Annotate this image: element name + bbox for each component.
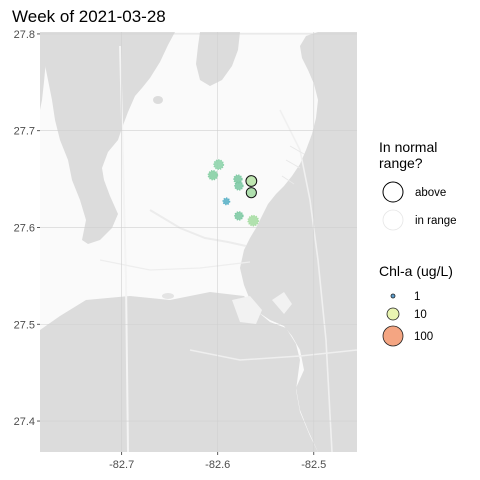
x-tick-label: -82.6 bbox=[205, 459, 230, 471]
map-bridge bbox=[149, 209, 247, 247]
legend-size-key bbox=[382, 325, 404, 347]
legend-range-label: in range bbox=[415, 215, 457, 227]
point-in-range bbox=[222, 197, 231, 206]
legend-size-label: 100 bbox=[414, 331, 433, 343]
x-tick-label: -82.5 bbox=[301, 459, 326, 471]
y-tick-label: 27.4 bbox=[14, 416, 35, 428]
grid bbox=[40, 32, 357, 452]
map-inlet bbox=[232, 296, 262, 324]
map-hatch bbox=[281, 145, 305, 185]
map-barrier-island bbox=[40, 32, 48, 110]
y-tick-label: 27.5 bbox=[14, 319, 35, 331]
y-tick-label: 27.6 bbox=[14, 222, 35, 234]
map-panel bbox=[40, 32, 358, 453]
map-land-south bbox=[40, 292, 318, 452]
map-road bbox=[99, 259, 251, 271]
map-land-pinellas bbox=[40, 32, 175, 244]
legend-size-title: Chl-a (ug/L) bbox=[379, 263, 453, 279]
map-inlet bbox=[272, 292, 292, 314]
point-in-range bbox=[207, 169, 219, 181]
legend-size-key bbox=[386, 307, 400, 321]
point-above bbox=[245, 187, 257, 199]
map-island bbox=[162, 293, 174, 299]
x-tick-label: -82.7 bbox=[109, 459, 134, 471]
y-tick-label: 27.8 bbox=[14, 29, 35, 41]
point-in-range bbox=[234, 181, 244, 191]
chart-title: Week of 2021-03-28 bbox=[12, 7, 166, 26]
point-in-range bbox=[213, 159, 225, 171]
legend-range-title: In normal bbox=[379, 139, 437, 155]
legend-range-title: range? bbox=[379, 155, 423, 171]
legend-range-key bbox=[382, 181, 404, 203]
map-island bbox=[153, 96, 163, 104]
legend-range-key bbox=[382, 209, 404, 231]
point-in-range bbox=[233, 174, 243, 184]
axis-ticks: -82.7 -82.6 -82.5 27.4 27.5 27.6 27.7 27.8 bbox=[14, 29, 327, 471]
legend-range-label: above bbox=[415, 187, 446, 199]
map-road bbox=[189, 349, 358, 361]
legend-size-label: 1 bbox=[414, 291, 420, 303]
point-in-range bbox=[247, 214, 260, 227]
data-points bbox=[207, 159, 260, 227]
map-road bbox=[119, 45, 129, 453]
legend-size-label: 10 bbox=[414, 309, 427, 321]
legend-size-key bbox=[390, 293, 396, 299]
point-in-range bbox=[234, 211, 244, 221]
map-land-east bbox=[240, 32, 357, 452]
point-above bbox=[245, 175, 258, 187]
y-tick-label: 27.7 bbox=[14, 126, 35, 138]
